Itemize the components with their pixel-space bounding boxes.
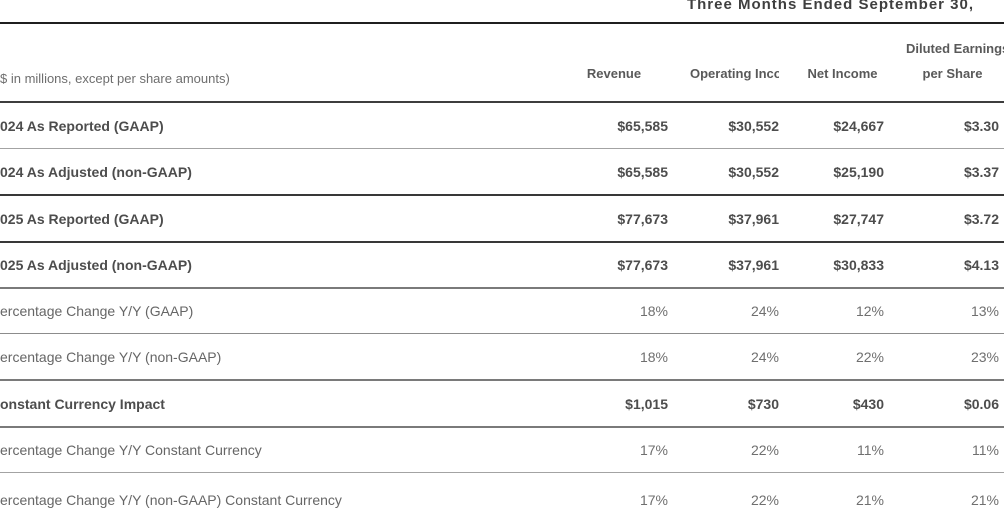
row-label: ercentage Change Y/Y (non-GAAP) xyxy=(0,348,222,365)
value-revenue: 17% xyxy=(639,492,668,508)
value-net-income: $24,667 xyxy=(833,117,884,134)
value-operating-income: $730 xyxy=(747,395,779,412)
value-diluted-eps: $3.30 xyxy=(963,117,999,134)
row-label: 025 As Reported (GAAP) xyxy=(0,210,164,227)
value-diluted-eps: $3.72 xyxy=(963,210,999,227)
value-diluted-eps: 11% xyxy=(972,442,999,458)
units-note: $ in millions, except per share amounts) xyxy=(0,71,230,86)
value-diluted-eps: $4.13 xyxy=(963,257,999,273)
value-operating-income: 24% xyxy=(750,303,779,319)
financial-results-table: $ in millions, except per share amounts)… xyxy=(0,22,1004,527)
value-operating-income: $37,961 xyxy=(728,257,779,273)
value-operating-income: 22% xyxy=(750,442,779,458)
value-net-income: 11% xyxy=(857,442,884,458)
table-row-constant-currency-impact: onstant Currency Impact $1,015 $730 $430… xyxy=(0,381,1004,428)
row-label: onstant Currency Impact xyxy=(0,395,165,412)
value-operating-income: 24% xyxy=(750,348,779,365)
value-diluted-eps: 13% xyxy=(970,303,999,319)
value-net-income: $25,190 xyxy=(833,163,884,180)
row-label: 025 As Adjusted (non-GAAP) xyxy=(0,257,192,273)
table-row-pct-change-gaap: ercentage Change Y/Y (GAAP) 18% 24% 12% … xyxy=(0,289,1004,334)
row-label: 024 As Adjusted (non-GAAP) xyxy=(0,163,192,180)
column-header-diluted-eps-line2: per Share xyxy=(922,66,983,81)
row-label: 024 As Reported (GAAP) xyxy=(0,117,164,134)
table-row-2025-reported-gaap: 025 As Reported (GAAP) $77,673 $37,961 $… xyxy=(0,196,1004,243)
value-operating-income: $37,961 xyxy=(728,210,779,227)
value-net-income: 12% xyxy=(855,303,884,319)
value-diluted-eps: 21% xyxy=(970,492,999,508)
value-revenue: 17% xyxy=(639,442,668,458)
column-header-revenue: Revenue xyxy=(586,66,642,81)
column-header-row: $ in millions, except per share amounts)… xyxy=(0,24,1004,103)
column-header-diluted-eps: Diluted Earnings per Share xyxy=(884,36,1004,86)
column-header-net-income: Net Income xyxy=(807,66,878,81)
column-header-operating-income: Operating Income xyxy=(690,66,779,81)
value-diluted-eps: 23% xyxy=(970,348,999,365)
value-operating-income: 22% xyxy=(750,492,779,508)
value-operating-income: $30,552 xyxy=(728,163,779,180)
value-diluted-eps: $3.37 xyxy=(963,163,999,180)
value-revenue: $77,673 xyxy=(617,210,668,227)
value-net-income: $27,747 xyxy=(833,210,884,227)
value-revenue: 18% xyxy=(639,348,668,365)
value-revenue: $1,015 xyxy=(625,395,668,412)
table-row-pct-change-non-gaap: ercentage Change Y/Y (non-GAAP) 18% 24% … xyxy=(0,334,1004,381)
column-header-diluted-eps-line1: Diluted Earnings xyxy=(906,41,1004,56)
value-revenue: $65,585 xyxy=(617,163,668,180)
value-revenue: $65,585 xyxy=(617,117,668,134)
row-label: ercentage Change Y/Y (GAAP) xyxy=(0,303,194,319)
value-revenue: 18% xyxy=(639,303,668,319)
value-net-income: $30,833 xyxy=(833,257,884,273)
value-operating-income: $30,552 xyxy=(728,117,779,134)
table-row-pct-change-non-gaap-constant-currency: ercentage Change Y/Y (non-GAAP) Constant… xyxy=(0,473,1004,527)
value-net-income: $430 xyxy=(852,395,884,412)
row-label: ercentage Change Y/Y Constant Currency xyxy=(0,442,262,458)
value-revenue: $77,673 xyxy=(617,257,668,273)
value-net-income: 22% xyxy=(855,348,884,365)
table-row-2025-adjusted-non-gaap: 025 As Adjusted (non-GAAP) $77,673 $37,9… xyxy=(0,243,1004,289)
table-row-pct-change-constant-currency: ercentage Change Y/Y Constant Currency 1… xyxy=(0,428,1004,473)
value-net-income: 21% xyxy=(855,492,884,508)
table-title: Three Months Ended September 30, xyxy=(686,0,975,13)
table-row-2024-reported-gaap: 024 As Reported (GAAP) $65,585 $30,552 $… xyxy=(0,103,1004,149)
table-row-2024-adjusted-non-gaap: 024 As Adjusted (non-GAAP) $65,585 $30,5… xyxy=(0,149,1004,196)
row-label: ercentage Change Y/Y (non-GAAP) Constant… xyxy=(0,492,342,508)
value-diluted-eps: $0.06 xyxy=(963,395,999,412)
